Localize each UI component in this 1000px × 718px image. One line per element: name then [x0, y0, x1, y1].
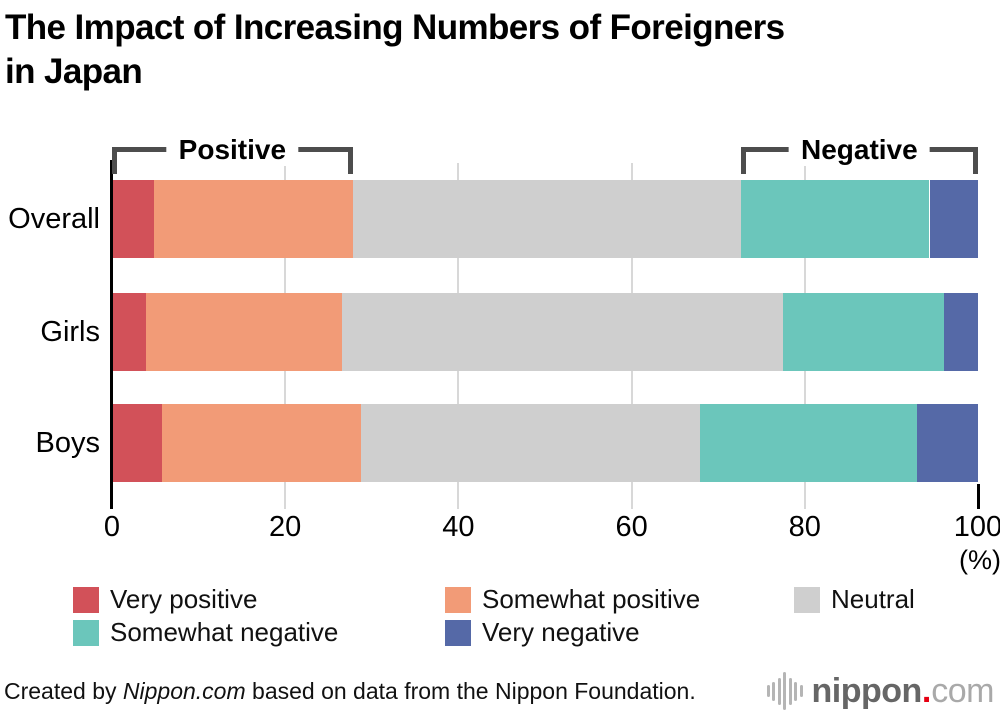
soundwave-icon	[766, 670, 803, 712]
bracket-label-negative: Negative	[788, 134, 930, 166]
bar-segment-overall-very-positive	[112, 180, 155, 258]
x-tick-label-100: 100	[953, 511, 1000, 543]
wave-bar-6	[799, 685, 803, 697]
bracket-cap-left	[740, 147, 746, 174]
legend-item-very-negative: Very negative	[445, 617, 640, 648]
row-label-girls: Girls	[40, 316, 100, 348]
logo-name: nippon	[811, 672, 923, 710]
legend-item-neutral: Neutral	[794, 584, 915, 615]
legend-label: Very positive	[110, 584, 258, 614]
wave-bar-1	[772, 681, 776, 701]
bar-segment-boys-somewhat-negative	[700, 404, 918, 482]
x-tick-label-80: 80	[788, 511, 821, 543]
nippon-logo: nippon.com	[766, 670, 995, 712]
bracket-positive: Positive	[112, 134, 353, 174]
x-tick-label-40: 40	[442, 511, 475, 543]
legend-swatch	[445, 619, 471, 646]
bracket-cap-left	[112, 147, 117, 174]
legend-item-somewhat-negative: Somewhat negative	[73, 617, 338, 648]
wave-bar-2	[777, 677, 781, 705]
x-tick-label-60: 60	[615, 511, 648, 543]
logo-tld: com	[931, 672, 994, 710]
title-line1: The Impact of Increasing Numbers of Fore…	[5, 8, 785, 47]
bar-segment-girls-somewhat-negative	[783, 293, 945, 371]
x-tick-100	[977, 484, 980, 509]
x-tick-label-20: 20	[269, 511, 302, 543]
chart-title: The Impact of Increasing Numbers of Fore…	[5, 6, 785, 94]
credit-source: Nippon.com	[122, 677, 246, 704]
legend-item-somewhat-positive: Somewhat positive	[445, 584, 700, 615]
credit-suffix: based on data from the Nippon Foundation…	[245, 677, 696, 704]
bar-segment-boys-neutral	[361, 404, 700, 482]
bar-segment-boys-very-positive	[112, 404, 163, 482]
title-line2: in Japan	[5, 51, 143, 91]
wave-bar-5	[794, 681, 798, 701]
plot-area: Overall Girls Boys 0 20 40 60 80 100 (%) Positive N…	[8, 134, 1000, 575]
x-axis-unit-label: (%)	[959, 545, 1000, 575]
bar-segment-girls-somewhat-positive	[145, 293, 343, 371]
bar-segment-overall-somewhat-positive	[154, 180, 353, 258]
legend-swatch	[73, 586, 99, 613]
nippon-logo-text: nippon.com	[811, 672, 995, 710]
bar-segment-boys-somewhat-positive	[162, 404, 362, 482]
row-label-overall: Overall	[8, 203, 100, 235]
x-tick-label-0: 0	[103, 511, 121, 543]
bar-segment-overall-neutral	[352, 180, 741, 258]
legend-item-very-positive: Very positive	[73, 584, 257, 615]
bar-segment-boys-very-negative	[917, 404, 978, 482]
bracket-cap-right	[972, 147, 978, 174]
bar-segment-overall-very-negative	[929, 180, 978, 258]
legend-label: Somewhat negative	[110, 617, 339, 647]
legend-swatch	[445, 586, 471, 613]
y-axis-line	[110, 160, 113, 509]
bar-segment-girls-very-negative	[944, 293, 978, 371]
wave-bar-4	[788, 677, 792, 705]
row-label-boys: Boys	[35, 427, 100, 459]
footer: Created by Nippon.com based on data from…	[4, 668, 994, 714]
wave-bar-3	[783, 672, 787, 710]
credit-text: Created by Nippon.com based on data from…	[4, 678, 696, 705]
bracket-label-positive: Positive	[166, 134, 299, 166]
legend-label: Very negative	[482, 617, 640, 647]
wave-bar-0	[766, 685, 770, 697]
bracket-cap-right	[347, 147, 353, 174]
bracket-negative: Negative	[740, 134, 978, 174]
bar-segment-girls-neutral	[342, 293, 784, 371]
bar-segment-girls-very-positive	[112, 293, 146, 371]
legend-label: Neutral	[831, 584, 915, 614]
legend-swatch	[73, 619, 99, 646]
bar-segment-overall-somewhat-negative	[740, 180, 930, 258]
credit-prefix: Created by	[4, 677, 123, 704]
logo-dot: .	[921, 672, 932, 710]
legend-label: Somewhat positive	[482, 584, 701, 614]
legend-swatch	[794, 586, 820, 613]
